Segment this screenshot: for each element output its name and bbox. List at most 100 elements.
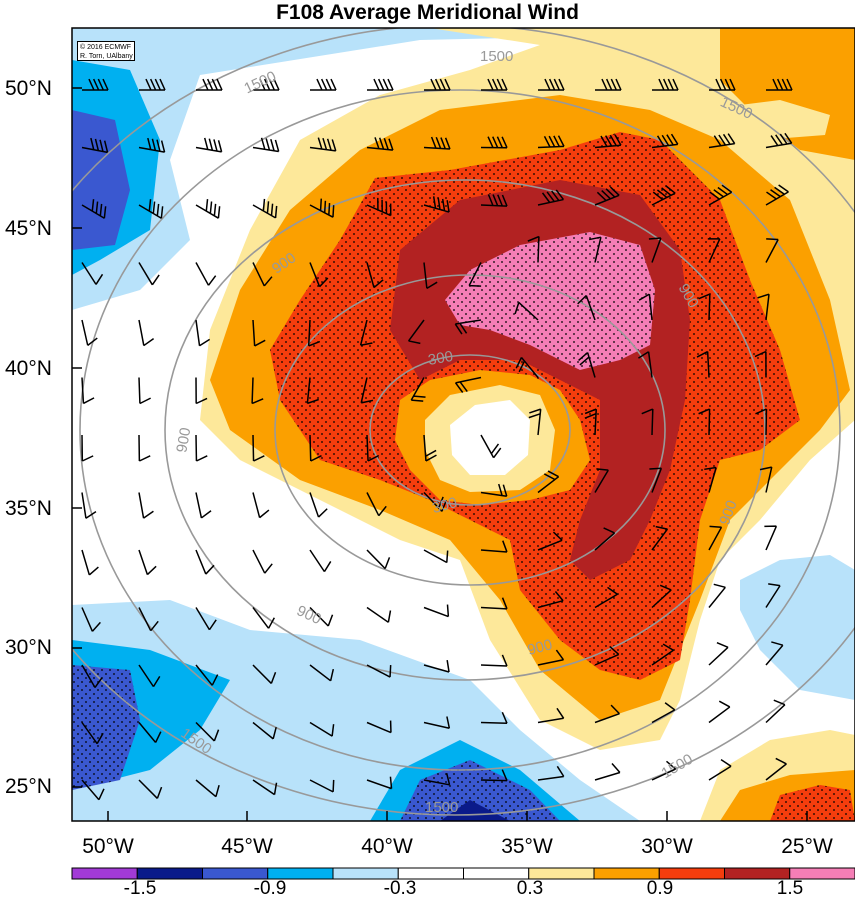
wind-barb: [594, 527, 616, 551]
lat-label: 40°N: [5, 357, 52, 380]
colorbar-label: 1.5: [776, 878, 804, 899]
wind-barb: [138, 492, 154, 519]
wind-barb: [594, 586, 618, 609]
wind-barb: [81, 549, 99, 576]
wind-barb: [309, 549, 332, 573]
wind-barb: [765, 132, 793, 149]
wind-barb: [480, 136, 508, 149]
contour-label: 300: [427, 348, 455, 369]
wind-barb: [423, 434, 437, 462]
wind-barb: [252, 664, 277, 684]
wind-barb: [138, 137, 166, 153]
lat-label: 50°N: [5, 77, 52, 100]
wind-barb: [410, 377, 426, 402]
wind-barb: [537, 765, 565, 781]
wind-barb: [584, 408, 597, 436]
wind-barb: [651, 185, 676, 206]
wind-barb: [527, 235, 540, 263]
contour-label: 900: [526, 636, 555, 659]
height-contours: [72, 28, 855, 816]
lon-label: 50°W: [82, 835, 134, 858]
wind-barb: [468, 262, 482, 287]
wind-barb: [195, 607, 217, 631]
wind-barb: [638, 293, 653, 321]
lat-label: 25°N: [5, 775, 52, 798]
credit-line-1: © 2016 ECMWF: [80, 44, 132, 51]
wind-barb: [594, 134, 622, 149]
wind-barb: [757, 293, 770, 321]
wind-barb: [765, 699, 786, 724]
wind-barb: [252, 137, 280, 153]
wind-barb: [515, 356, 539, 378]
wind-barb: [366, 549, 391, 570]
wind-barb: [195, 137, 223, 153]
lon-label: 30°W: [641, 835, 693, 858]
wind-barb: [480, 483, 508, 497]
colorbar-label: -0.9: [253, 878, 287, 899]
wind-barb: [307, 319, 321, 347]
wind-barb: [195, 262, 217, 286]
wind-barb: [708, 133, 736, 149]
wind-barb: [195, 434, 208, 462]
wind-barb: [251, 377, 264, 405]
wind-barb: [641, 408, 654, 436]
wind-barb: [195, 319, 211, 347]
wind-barb: [366, 197, 392, 217]
wind-barb: [537, 649, 565, 666]
colorbar-label: -0.3: [383, 878, 417, 899]
wind-barb: [480, 540, 508, 553]
wind-barb: [138, 664, 161, 688]
wind-barb: [648, 237, 662, 263]
wind-barb: [708, 583, 726, 608]
wind-barb: [765, 184, 789, 206]
wind-barbs: [81, 78, 793, 801]
wind-barb: [480, 769, 508, 782]
wind-barb: [138, 377, 151, 405]
wind-barb: [754, 350, 767, 378]
wind-barb: [252, 492, 270, 519]
wind-barb: [138, 549, 157, 576]
wind-barb: [138, 319, 155, 347]
wind-barb: [81, 199, 107, 219]
wind-barb: [528, 408, 542, 436]
wind-barb: [588, 236, 602, 263]
wind-barb: [423, 549, 449, 564]
wind-barb: [423, 491, 448, 512]
wind-barb: [367, 78, 394, 91]
wind-barb: [252, 779, 278, 796]
wind-barb: [195, 664, 219, 686]
wind-barb: [649, 467, 663, 493]
credit-box: © 2016 ECMWF R. Torn, UAlbany: [77, 41, 135, 61]
wind-barb: [309, 492, 328, 518]
wind-barb: [577, 294, 596, 321]
wind-barb: [537, 189, 565, 206]
wind-barb: [755, 408, 768, 436]
wind-barb: [252, 607, 275, 629]
lon-label: 40°W: [361, 835, 413, 858]
wind-barb: [424, 78, 451, 91]
lat-label: 35°N: [5, 497, 52, 520]
wind-barb: [309, 664, 335, 682]
colorbar-label: 0.9: [646, 878, 674, 899]
wind-barb: [594, 645, 620, 666]
wind-barb: [537, 470, 560, 494]
wind-barb: [81, 664, 103, 688]
wind-barb: [480, 434, 502, 459]
credit-line-2: R. Torn, UAlbany: [80, 53, 133, 60]
wind-barb: [81, 779, 105, 801]
wind-barb: [480, 194, 508, 207]
wind-barb: [81, 319, 98, 346]
wind-barb: [81, 607, 101, 632]
wind-barb: [366, 262, 384, 289]
wind-barb: [480, 654, 508, 667]
wind-barb: [81, 137, 109, 154]
wind-barb: [82, 78, 109, 91]
wind-barb: [708, 642, 729, 666]
wind-barb: [366, 606, 392, 623]
wind-barb: [252, 721, 277, 740]
lon-label: 25°W: [781, 835, 833, 858]
wind-barb: [696, 350, 710, 378]
wind-barb: [366, 434, 380, 462]
wind-barb: [196, 78, 223, 91]
lon-label: 35°W: [501, 835, 553, 858]
